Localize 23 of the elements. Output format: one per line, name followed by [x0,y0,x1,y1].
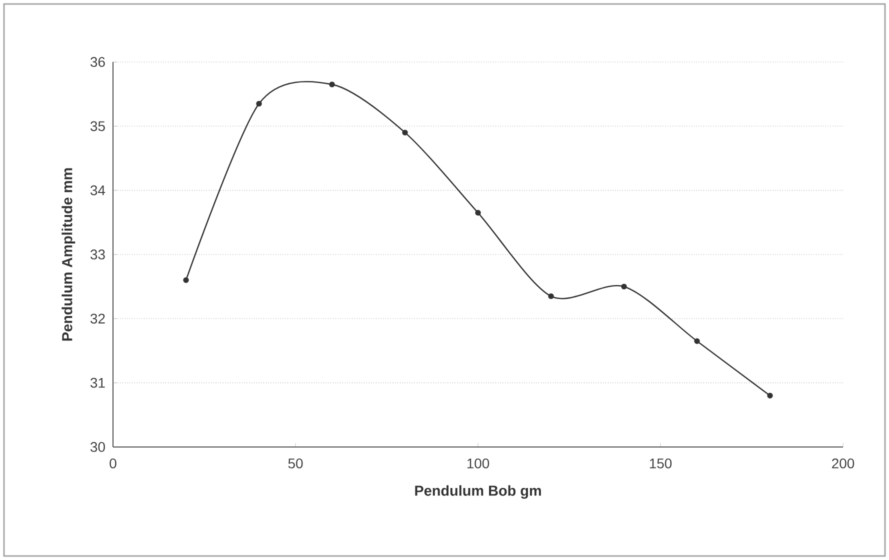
y-tick-label: 34 [90,185,106,196]
point [256,100,262,107]
point [183,277,189,284]
x-tick-label: 200 [832,458,854,468]
point [767,392,773,398]
point [621,284,627,290]
y-tick-label: 30 [90,442,105,452]
x-tick-label: 0 [110,458,116,468]
y-tick-label: 31 [90,378,105,388]
x-tick-label: 100 [467,458,490,468]
y-tick-label: 32 [90,314,105,324]
y-tick-label: 36 [90,57,105,67]
point [548,293,554,300]
x-tick-label: 150 [650,458,672,468]
x-axis-title: Pendulum Bob gm [415,485,541,499]
point [694,338,700,344]
x-tick-label: 50 [288,458,303,468]
y-tick-label: 35 [90,121,105,132]
point [475,210,481,216]
y-tick-label: 33 [90,250,105,260]
point [402,130,408,136]
y-axis-title: Pendulum Amplitude mm [62,168,76,341]
point [329,82,335,88]
